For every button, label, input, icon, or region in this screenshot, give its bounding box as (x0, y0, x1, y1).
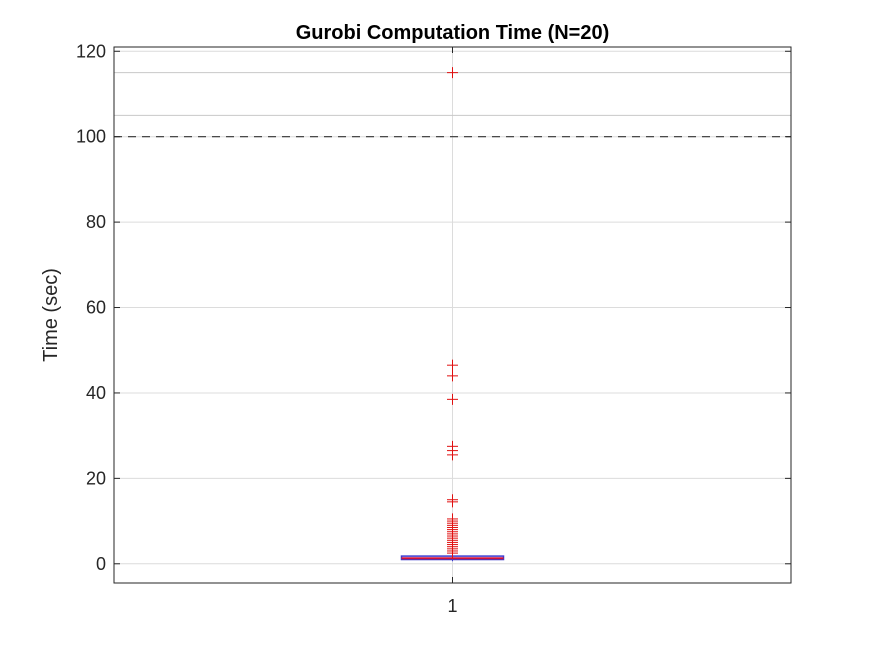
outlier-marker (447, 67, 458, 79)
y-tick-label: 0 (96, 554, 106, 574)
outlier-marker (447, 393, 458, 405)
y-tick-label: 120 (76, 41, 106, 61)
y-axis-ticks: 0 20 40 60 80 100 120 (76, 41, 791, 574)
outlier-marker (447, 547, 458, 559)
y-tick-label: 20 (86, 468, 106, 488)
y-tick-label: 80 (86, 212, 106, 232)
y-tick-label: 60 (86, 298, 106, 318)
y-axis-label: Time (sec) (40, 268, 62, 362)
y-tick-label: 100 (76, 127, 106, 147)
outliers (447, 67, 458, 559)
outlier-marker (447, 496, 458, 508)
x-tick-label: 1 (447, 596, 457, 616)
outlier-marker (447, 359, 458, 371)
x-axis-ticks: 1 (447, 47, 458, 616)
chart-title: Gurobi Computation Time (N=20) (296, 22, 610, 44)
outlier-marker (447, 370, 458, 382)
outlier-marker (447, 449, 458, 461)
y-tick-label: 40 (86, 383, 106, 403)
